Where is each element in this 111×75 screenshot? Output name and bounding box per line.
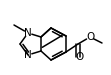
Text: N: N [24,50,32,60]
Text: O: O [86,32,94,42]
Text: N: N [24,28,32,38]
Text: O: O [75,52,83,62]
